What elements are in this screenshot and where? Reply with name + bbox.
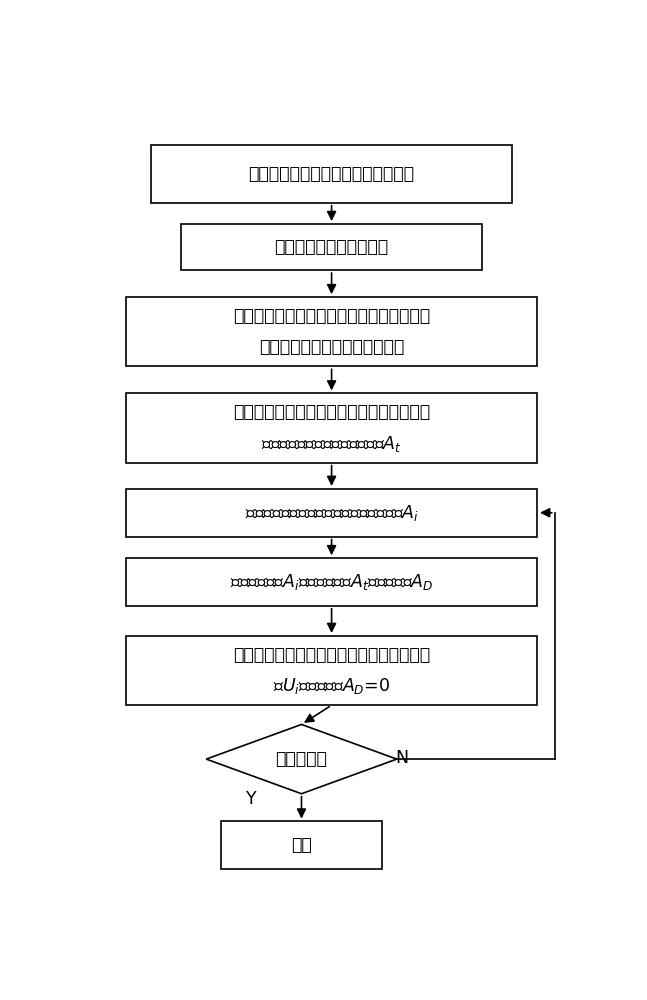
Text: 压$U_i$，直至差值$A_D$=0: 压$U_i$，直至差值$A_D$=0 <box>273 676 390 696</box>
Text: 根据砂轮修锐要求选择对应修锐模具: 根据砂轮修锐要求选择对应修锐模具 <box>248 165 415 183</box>
Text: 流数据集中调取对应固定电流值$A_t$: 流数据集中调取对应固定电流值$A_t$ <box>261 434 402 454</box>
Text: 结束: 结束 <box>291 836 312 854</box>
Bar <box>126 489 537 537</box>
Bar <box>126 297 537 366</box>
Bar <box>126 558 537 606</box>
Text: Y: Y <box>246 790 257 808</box>
Bar <box>151 145 512 203</box>
Bar <box>181 224 482 270</box>
Bar <box>221 821 382 869</box>
Text: 计算放电电流$A_i$与固定电流值$A_t$之间的差值$A_D$: 计算放电电流$A_i$与固定电流值$A_t$之间的差值$A_D$ <box>230 572 433 592</box>
Text: 输入待修砂轮特征参数，根据待修砂轮特征: 输入待修砂轮特征参数，根据待修砂轮特征 <box>233 307 430 325</box>
Text: 安装待修砂轮和修锐模具: 安装待修砂轮和修锐模具 <box>274 238 389 256</box>
Bar <box>126 393 537 463</box>
Text: N: N <box>395 749 408 767</box>
Text: 参数调取对应的预设电流数据集: 参数调取对应的预设电流数据集 <box>259 338 404 356</box>
Text: 选定待修砂轮转速，根据选定转速在预设电: 选定待修砂轮转速，根据选定转速在预设电 <box>233 403 430 421</box>
Text: 修锐完成？: 修锐完成？ <box>276 750 327 768</box>
Text: 检测修锐模具与待修砂轮之间的放电电流$A_i$: 检测修锐模具与待修砂轮之间的放电电流$A_i$ <box>245 503 419 523</box>
Bar <box>126 636 537 705</box>
Text: 调整修锐模具与待修砂轮之间所加的放电电: 调整修锐模具与待修砂轮之间所加的放电电 <box>233 646 430 664</box>
Polygon shape <box>206 724 397 794</box>
